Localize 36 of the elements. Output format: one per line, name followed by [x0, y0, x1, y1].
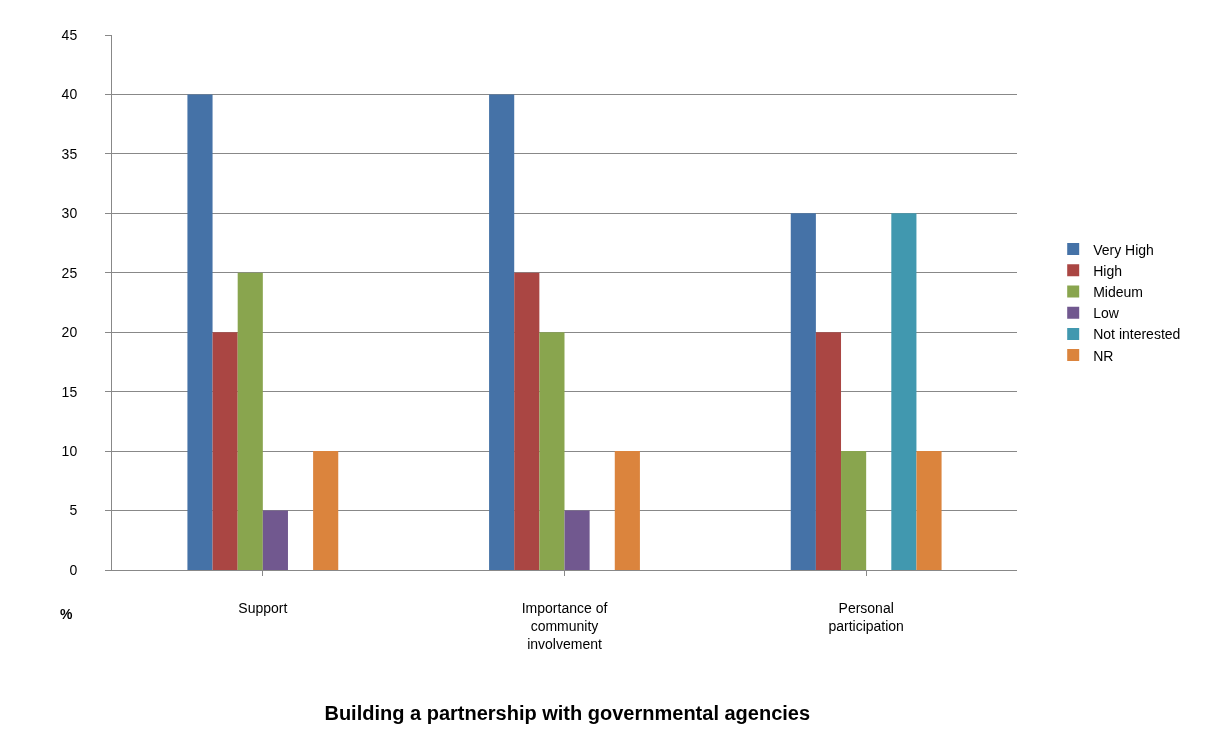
bar: [564, 510, 590, 570]
legend-label: Not interested: [1093, 326, 1181, 343]
legend-label: High: [1093, 262, 1122, 279]
bar: [614, 451, 640, 570]
bar: [489, 94, 515, 570]
legend-label: NR: [1093, 347, 1114, 364]
bar: [916, 451, 942, 570]
x-tick-label: Importance of community involvement: [521, 599, 608, 653]
bar: [187, 94, 213, 570]
text: Building a partnership with governmental agencies: [324, 702, 811, 725]
y-tick-label: 25: [61, 264, 78, 281]
bar: [262, 510, 288, 570]
bar: [237, 272, 263, 570]
y-axis-title: %: [60, 606, 73, 622]
bar: [539, 332, 565, 570]
bar: [790, 213, 816, 570]
bar: [815, 332, 842, 570]
y-tick-label: 0: [69, 561, 78, 578]
bar: [841, 451, 867, 570]
y-tick-label: 20: [61, 324, 78, 341]
legend-label: Mideum: [1093, 283, 1143, 300]
y-tick-label: 45: [61, 26, 78, 43]
y-tick-label: 5: [69, 502, 78, 519]
y-tick-label: 40: [61, 86, 78, 103]
x-tick-label: Personal participation: [828, 599, 904, 634]
legend-label: Low: [1093, 305, 1120, 322]
y-tick-label: 35: [61, 145, 78, 162]
y-tick-label: 15: [61, 383, 78, 400]
x-tick-label: Support: [238, 599, 288, 616]
legend-label: Very High: [1093, 241, 1154, 258]
y-tick-label: 10: [61, 443, 78, 460]
bar: [891, 213, 917, 570]
bar: [514, 272, 540, 570]
y-tick-label: 30: [61, 205, 78, 222]
bar: [313, 451, 339, 570]
bar: [212, 332, 238, 570]
